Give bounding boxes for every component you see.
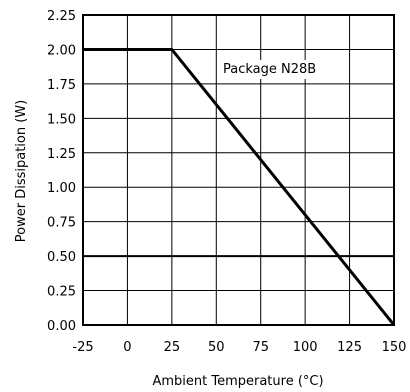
y-tick-label: 0.25 (47, 285, 76, 300)
y-tick-label: 0.50 (47, 250, 76, 265)
plot-frame (82, 14, 395, 326)
y-tick-label: 1.75 (47, 78, 76, 93)
x-tick-label: 150 (382, 340, 407, 355)
y-tick-label: 2.00 (47, 43, 76, 58)
x-tick-label: 0 (123, 340, 131, 355)
y-tick-labels: 0.00 0.25 0.50 0.75 1.00 1.25 1.50 1.75 2.00 2.25 (47, 9, 76, 334)
grid (83, 15, 394, 325)
x-tick-label: -25 (72, 340, 93, 355)
y-tick-label: 1.50 (47, 112, 76, 127)
y-tick-label: 0.00 (47, 319, 76, 334)
x-tick-label: 100 (293, 340, 318, 355)
x-tick-label: 75 (252, 340, 269, 355)
x-tick-labels: -25 0 25 50 75 100 125 150 (72, 340, 406, 355)
y-tick-label: 2.25 (47, 9, 76, 24)
y-tick-label: 0.75 (47, 216, 76, 231)
annotation-backdrop (220, 60, 320, 79)
package-annotation: Package N28B (223, 62, 316, 77)
series-line (83, 47, 396, 326)
x-tick-label: 50 (208, 340, 225, 355)
x-axis-title: Ambient Temperature (°C) (152, 374, 323, 389)
y-tick-label: 1.00 (47, 181, 76, 196)
y-tick-label: 1.25 (47, 147, 76, 162)
x-tick-label: 25 (164, 340, 181, 355)
y-axis-title: Power Dissipation (W) (14, 100, 29, 242)
x-tick-label: 125 (337, 340, 362, 355)
series-layer (83, 47, 396, 326)
